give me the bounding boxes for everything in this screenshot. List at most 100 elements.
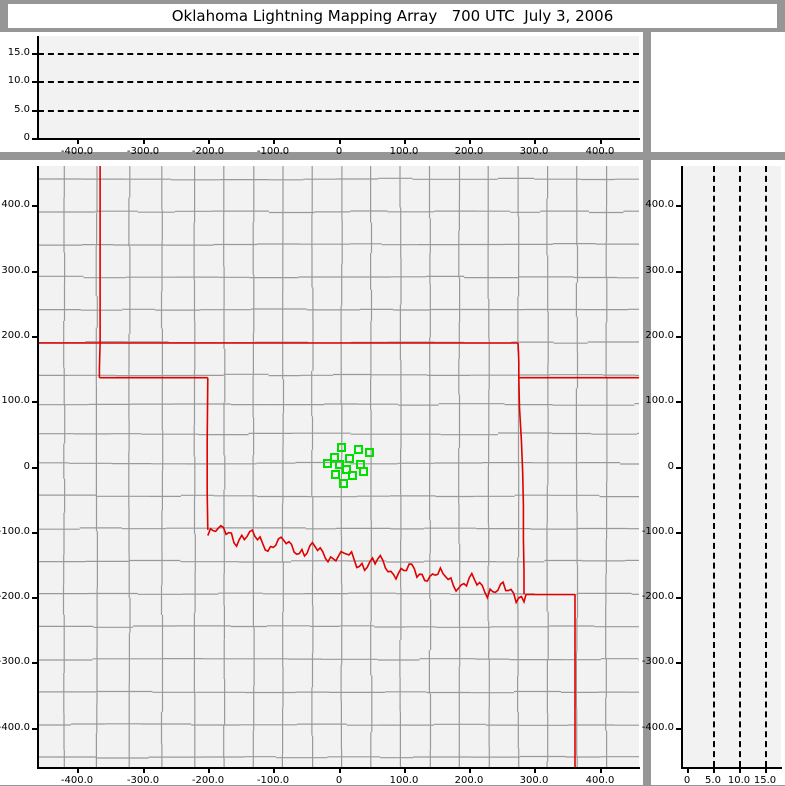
page-title: Oklahoma Lightning Mapping Array 700 UTC… — [171, 7, 614, 25]
ytick-300.0 — [676, 271, 682, 273]
top-right-blank-panel — [651, 32, 785, 152]
ytick-200.0 — [32, 336, 38, 338]
xtick-label-400.0: 400.0 — [585, 775, 615, 786]
xtick-400.0 — [600, 767, 602, 773]
station-marker-13[interactable] — [338, 478, 348, 488]
xtick--100.0 — [273, 767, 275, 773]
ytick-label--400.0: -400.0 — [641, 722, 674, 733]
y-axis-line — [37, 166, 39, 769]
station-marker-11[interactable] — [331, 470, 341, 480]
xtick-200.0 — [469, 138, 471, 144]
xtick-300.0 — [534, 138, 536, 144]
ytick-label-400.0: 400.0 — [1, 199, 30, 210]
ytick-label-200.0: 200.0 — [645, 330, 674, 341]
xtick-label-400.0: 400.0 — [585, 146, 615, 157]
ytick-300.0 — [32, 271, 38, 273]
xtick-200.0 — [469, 767, 471, 773]
ytick-label-15.0: 15.0 — [7, 47, 30, 58]
ytick-400.0 — [676, 205, 682, 207]
ytick--300.0 — [32, 662, 38, 664]
ytick-label--400.0: -400.0 — [0, 722, 30, 733]
ytick--200.0 — [32, 597, 38, 599]
xtick-10.0 — [739, 767, 741, 773]
xtick-label-300.0: 300.0 — [519, 146, 549, 157]
station-marker-7[interactable] — [334, 460, 344, 470]
xtick--300.0 — [143, 138, 145, 144]
ytick-label--300.0: -300.0 — [641, 656, 674, 667]
gridline-y-10.0 — [38, 81, 639, 83]
xtick-300.0 — [534, 767, 536, 773]
station-marker-10[interactable] — [359, 467, 369, 477]
gridline-y-5.0 — [38, 110, 639, 112]
ytick-label-400.0: 400.0 — [645, 199, 674, 210]
x-axis-line — [681, 767, 782, 769]
xtick-label--200.0: -200.0 — [191, 775, 225, 786]
ytick-label-200.0: 200.0 — [1, 330, 30, 341]
ytick-label--200.0: -200.0 — [0, 591, 30, 602]
xtick-0 — [687, 767, 689, 773]
time-height-plot-area[interactable] — [38, 36, 639, 138]
station-marker-6[interactable] — [322, 458, 332, 468]
xtick-label--300.0: -300.0 — [126, 146, 160, 157]
ytick-label-100.0: 100.0 — [1, 395, 30, 406]
ytick--100.0 — [676, 532, 682, 534]
station-marker-9[interactable] — [341, 464, 351, 474]
gridline-y-15.0 — [38, 53, 639, 55]
ytick-label-0: 0 — [23, 132, 30, 143]
station-marker-2[interactable] — [354, 445, 364, 454]
xtick-0 — [339, 138, 341, 144]
xtick-label-0: 0 — [683, 775, 691, 786]
ytick-label--300.0: -300.0 — [0, 656, 30, 667]
xtick-label--400.0: -400.0 — [60, 146, 94, 157]
ytick-label--200.0: -200.0 — [641, 591, 674, 602]
ytick-10.0 — [32, 81, 38, 83]
xtick--200.0 — [208, 767, 210, 773]
xtick-label-0: 0 — [335, 775, 343, 786]
altitude-count-plot-area[interactable] — [682, 166, 781, 767]
xtick-label-300.0: 300.0 — [519, 775, 549, 786]
ytick-label-5.0: 5.0 — [14, 104, 30, 115]
y-axis-line — [681, 166, 683, 769]
state-border-red-river-oklahoma-texas — [207, 524, 575, 605]
xtick-100.0 — [404, 138, 406, 144]
ytick-label-300.0: 300.0 — [645, 265, 674, 276]
station-marker-4[interactable] — [330, 452, 340, 462]
ytick-label-100.0: 100.0 — [645, 395, 674, 406]
ytick-5.0 — [32, 110, 38, 112]
station-marker-12[interactable] — [348, 471, 358, 481]
state-border-texas-oklahoma-west — [206, 377, 209, 530]
state-border-oklahoma-arkansas — [518, 377, 525, 595]
ytick--200.0 — [676, 597, 682, 599]
xtick--300.0 — [143, 767, 145, 773]
station-marker-5[interactable] — [345, 453, 355, 463]
ytick-200.0 — [676, 336, 682, 338]
xtick-label-200.0: 200.0 — [454, 775, 484, 786]
xtick-label--300.0: -300.0 — [126, 775, 160, 786]
top-right-plot-area[interactable] — [665, 36, 781, 138]
plan-view-map-plot-area[interactable] — [38, 166, 639, 767]
xtick--100.0 — [273, 138, 275, 144]
xtick-label-200.0: 200.0 — [454, 146, 484, 157]
ytick--300.0 — [676, 662, 682, 664]
xtick--200.0 — [208, 138, 210, 144]
ytick-label--100.0: -100.0 — [0, 526, 30, 537]
ytick-100.0 — [676, 401, 682, 403]
ytick--100.0 — [32, 532, 38, 534]
ytick-15.0 — [32, 53, 38, 55]
ytick--400.0 — [32, 728, 38, 730]
station-marker-3[interactable] — [365, 448, 375, 458]
ytick-label-10.0: 10.0 — [7, 75, 30, 86]
ytick-0 — [32, 138, 38, 140]
ytick--400.0 — [676, 728, 682, 730]
station-marker-1[interactable] — [336, 443, 346, 453]
ytick-100.0 — [32, 401, 38, 403]
x-axis-line — [37, 138, 640, 140]
y-axis-line — [37, 36, 39, 140]
xtick-400.0 — [600, 138, 602, 144]
xtick-label--100.0: -100.0 — [256, 146, 290, 157]
time-height-panel: 0 5.0 10.0 15.0 -400.0 -300.0 -200.0 -100.0 0 100… — [0, 32, 643, 157]
ytick-0 — [676, 467, 682, 469]
xtick-15.0 — [765, 767, 767, 773]
state-border-colorado-newmexico — [98, 166, 101, 378]
